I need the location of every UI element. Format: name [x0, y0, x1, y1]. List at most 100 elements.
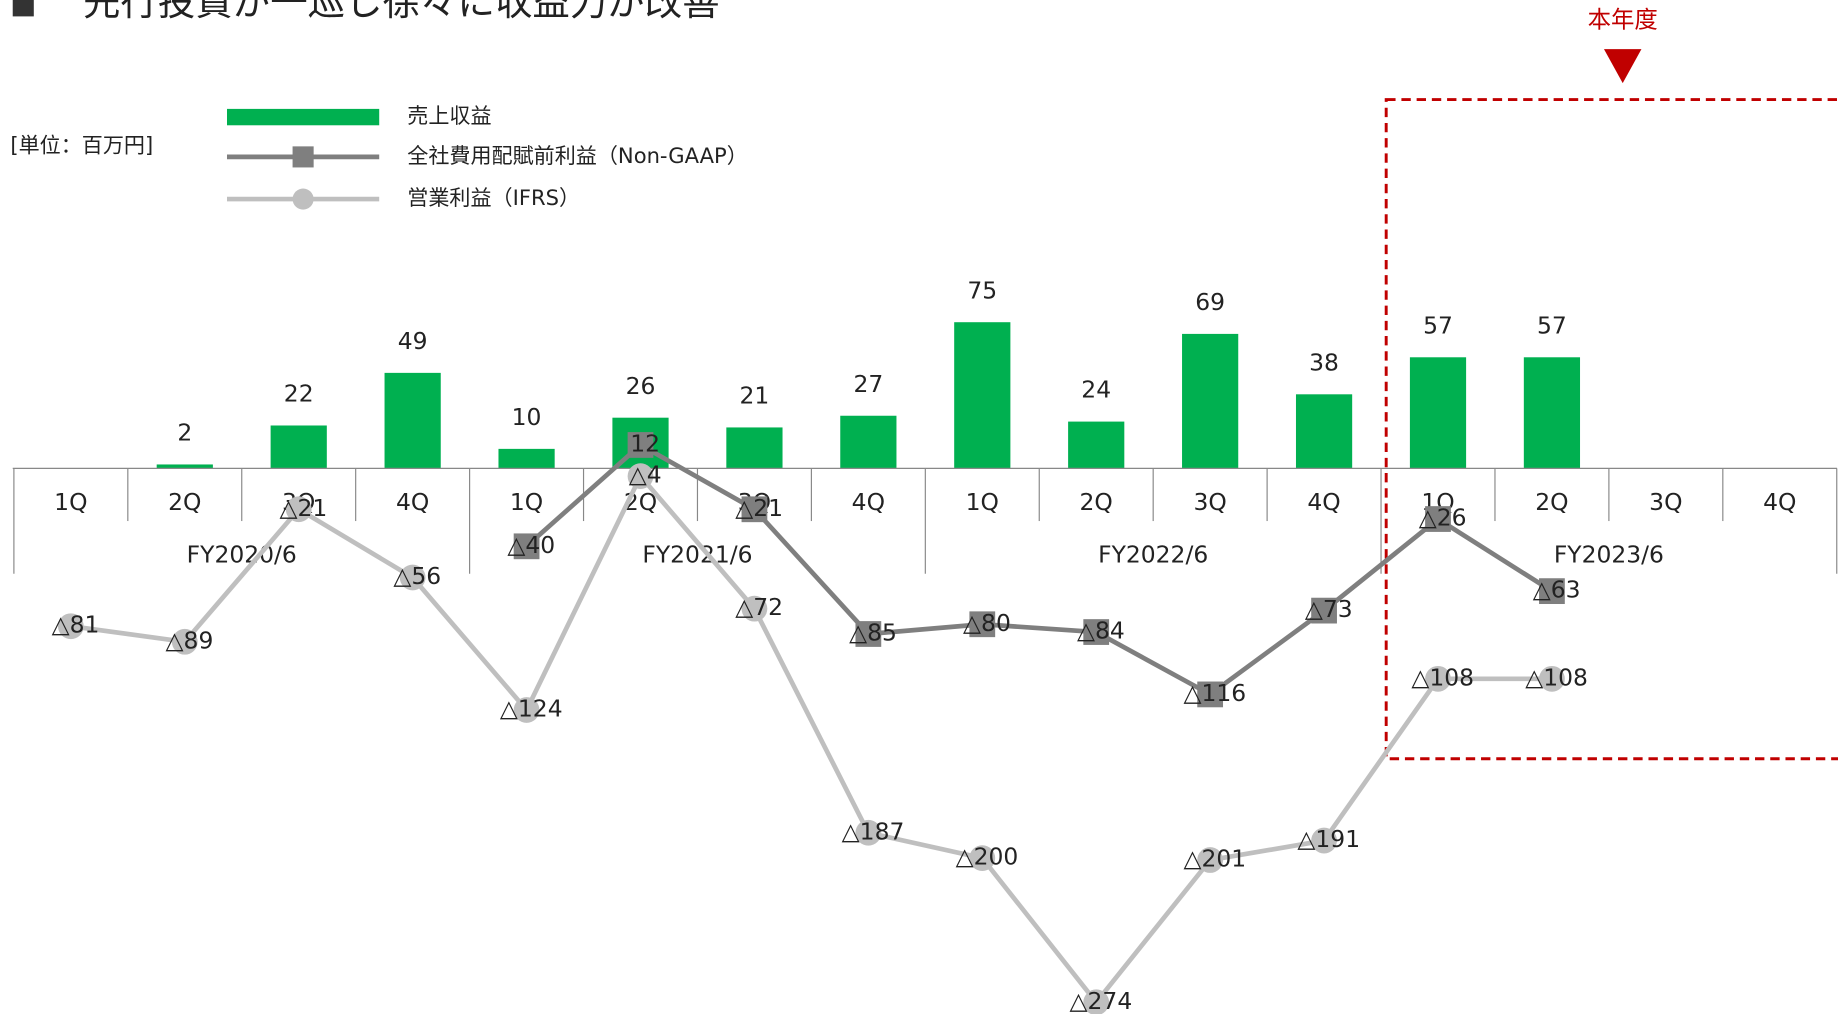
bar-value-label: 57	[1423, 311, 1453, 339]
point-value-label: △124	[500, 695, 563, 723]
bar-value-label: 38	[1309, 348, 1339, 376]
chart-title: 先行投資が一巡し徐々に収益力が改善	[83, 0, 720, 24]
bar-value-label: 69	[1195, 288, 1225, 316]
marker	[627, 463, 654, 490]
bar-value-label: 21	[740, 381, 770, 409]
marker	[1083, 619, 1110, 645]
x-tick-label: 1Q	[966, 488, 999, 516]
point-value-label: △73	[1305, 595, 1353, 623]
x-tick-label: 2Q	[1535, 488, 1568, 516]
x-tick-label: 1Q	[54, 488, 87, 516]
bar-value-label: 57	[1537, 311, 1567, 339]
bar	[726, 427, 783, 469]
point-value-label: △63	[1533, 576, 1581, 604]
marker	[1311, 827, 1337, 854]
marker	[1083, 989, 1110, 1014]
legend-marker	[292, 146, 314, 168]
bar	[840, 415, 897, 469]
legend-label: 営業利益（IFRS）	[407, 185, 580, 210]
current-year-box	[1384, 98, 1838, 761]
marker	[1539, 578, 1565, 605]
marker	[399, 564, 426, 591]
marker	[1197, 847, 1224, 873]
marker	[513, 697, 540, 723]
point-value-label: △21	[280, 494, 328, 522]
marker	[171, 628, 198, 655]
x-tick-label: 3Q	[1649, 488, 1682, 516]
bar	[156, 464, 213, 469]
x-tick-label: 2Q	[168, 488, 201, 516]
bar	[1409, 357, 1467, 469]
group-label: FY2020/6	[187, 541, 297, 569]
point-value-label: △80	[963, 609, 1011, 637]
x-tick-label: 1Q	[510, 488, 543, 516]
point-value-label: △274	[1070, 987, 1133, 1014]
bar-value-label: 49	[398, 327, 428, 355]
marker	[627, 432, 654, 458]
point-value-label: △26	[1419, 504, 1467, 532]
bar-value-label: 10	[512, 403, 542, 431]
marker	[741, 595, 768, 622]
marker	[1197, 681, 1224, 708]
legend-marker	[292, 188, 314, 210]
legend-swatch	[226, 108, 380, 126]
point-value-label: △200	[956, 843, 1019, 871]
x-tick-label: 4Q	[396, 488, 429, 516]
group-label: FY2023/6	[1554, 541, 1664, 569]
point-value-label: △4	[629, 461, 662, 489]
x-tick-label: 4Q	[1307, 488, 1340, 516]
title-bullet	[12, 0, 34, 17]
marker	[513, 533, 540, 560]
bar	[1523, 357, 1581, 469]
x-tick-label: 2Q	[1080, 488, 1113, 516]
marker	[855, 621, 882, 647]
bar	[1182, 333, 1239, 469]
point-value-label: △108	[1525, 663, 1588, 691]
line	[70, 471, 1552, 1007]
current-year-arrow	[1603, 49, 1642, 84]
point-value-label: △72	[735, 593, 783, 621]
marker	[855, 819, 882, 846]
point-value-label: △81	[52, 611, 100, 639]
bar-value-label: 22	[284, 380, 314, 408]
group-label: FY2022/6	[1098, 541, 1208, 569]
marker	[57, 613, 84, 640]
point-value-label: △85	[849, 619, 897, 647]
marker	[1311, 597, 1337, 624]
bar	[270, 425, 327, 469]
point-value-label: △201	[1183, 845, 1246, 873]
point-value-label: △89	[166, 626, 214, 654]
marker	[1539, 665, 1565, 692]
point-value-label: △116	[1183, 679, 1246, 707]
point-value-label: 12	[630, 429, 660, 457]
marker	[1425, 665, 1451, 692]
bar-value-label: 27	[853, 370, 883, 398]
bar	[1295, 394, 1353, 469]
bar	[954, 322, 1011, 469]
bar-value-label: 75	[967, 276, 997, 304]
marker	[741, 496, 768, 523]
point-value-label: △56	[393, 562, 441, 590]
bar	[384, 372, 441, 469]
point-value-label: △187	[842, 817, 905, 845]
marker	[969, 845, 996, 871]
point-value-label: △191	[1297, 825, 1360, 853]
bar	[1068, 421, 1125, 469]
bar-value-label: 24	[1081, 376, 1111, 404]
annotation: 本年度	[1588, 6, 1658, 34]
x-tick-label: 4Q	[852, 488, 885, 516]
unit-label: [単位：百万円]	[10, 132, 153, 157]
point-value-label: △108	[1411, 663, 1474, 691]
line	[525, 442, 1554, 698]
point-value-label: △21	[735, 494, 783, 522]
bar	[498, 448, 555, 469]
marker	[969, 611, 996, 638]
point-value-label: △40	[507, 531, 555, 559]
legend-label: 売上収益	[407, 103, 491, 128]
legend-label: 全社費用配賦前利益（Non-GAAP）	[407, 143, 747, 168]
x-tick-label: 4Q	[1763, 488, 1796, 516]
point-value-label: △84	[1077, 617, 1125, 645]
x-tick-label: 3Q	[1193, 488, 1226, 516]
bar-value-label: 26	[626, 372, 656, 400]
